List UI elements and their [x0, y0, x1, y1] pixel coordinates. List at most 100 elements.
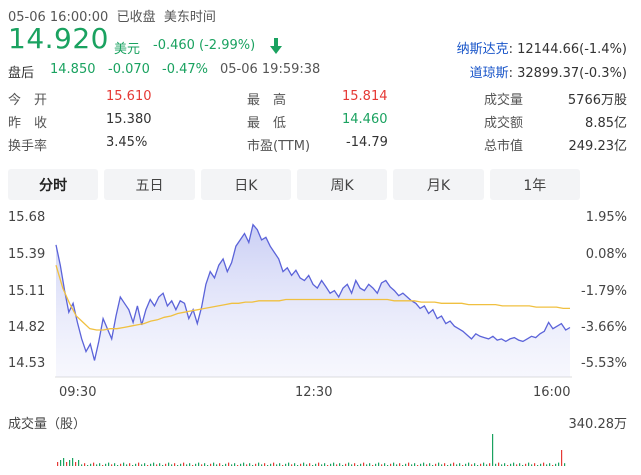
amount-value: 8.85亿 [585, 116, 627, 131]
volume-bar [333, 462, 335, 466]
volume-bar [285, 463, 287, 466]
price-line [55, 223, 571, 361]
volume-bar [429, 463, 431, 466]
volume-bar [162, 465, 164, 466]
volume-bar [141, 464, 143, 466]
volume-bar [471, 464, 473, 466]
volume-bar [171, 464, 173, 466]
after-hours-time: 05-06 19:59:38 [220, 62, 321, 77]
volume-bar [468, 462, 470, 466]
volume-bar [456, 464, 458, 466]
volume-bar [489, 463, 491, 466]
volume-bar [312, 465, 314, 466]
volume-bar [108, 462, 110, 466]
index-nasdaq[interactable]: 纳斯达克: 12144.66(-1.4%) [456, 42, 627, 57]
volume-bar [303, 462, 305, 466]
average-price-line [55, 265, 570, 331]
volume-bar [423, 462, 425, 466]
volume-bar [63, 458, 65, 466]
volume-bar [390, 463, 392, 466]
price-change: -0.460 (-2.99%) [153, 38, 256, 53]
volume-bar [87, 465, 89, 466]
volume-bar [393, 462, 395, 466]
volume-bar [156, 464, 158, 466]
volume-bar [534, 463, 536, 466]
volume-bar [450, 463, 452, 466]
volume-bar [480, 463, 482, 466]
volume-bar [78, 460, 80, 466]
volume-bar [378, 462, 380, 466]
volume-bar [84, 463, 86, 466]
volume-value: 5766万股 [567, 93, 627, 108]
volume-bar [309, 463, 311, 466]
volume-bar [351, 464, 353, 466]
currency-label: 美元 [114, 42, 141, 57]
pe-value: -14.79 [346, 135, 388, 150]
volume-bar [243, 462, 245, 466]
volume-bar [234, 463, 236, 466]
volume-bar [177, 465, 179, 466]
volume-bar [402, 465, 404, 466]
volume-bar [561, 450, 563, 466]
volume-bar [201, 464, 203, 466]
volume-bar [114, 463, 116, 466]
index-dow[interactable]: 道琼斯: 32899.37(-0.3%) [469, 66, 627, 81]
volume-bar [258, 462, 260, 466]
volume-bar [228, 462, 230, 466]
low-label: 最 低 [247, 116, 287, 131]
volume-bar [546, 464, 548, 466]
y-tick-pct-4: -5.53% [581, 356, 627, 371]
y-tick-pct-2: -1.79% [581, 284, 627, 299]
volume-bar [354, 463, 356, 466]
volume-bar [531, 464, 533, 466]
volume-bar [138, 462, 140, 466]
y-tick-pct-0: 1.95% [585, 210, 627, 225]
volume-bar [348, 462, 350, 466]
volume-bar [72, 458, 74, 466]
index-dow-name[interactable]: 道琼斯 [469, 66, 509, 81]
volume-bar [270, 463, 272, 466]
volume-bar [495, 463, 497, 466]
volume-bar [552, 465, 554, 466]
volume-bar [447, 465, 449, 466]
tab-monthly-k[interactable]: 月K [393, 169, 484, 200]
volume-bar [57, 462, 59, 466]
volume-bar [537, 465, 539, 466]
volume-bar [417, 465, 419, 466]
volume-bar [195, 463, 197, 466]
volume-bar [543, 462, 545, 466]
volume-bar [240, 463, 242, 466]
volume-bar [297, 465, 299, 466]
volume-bar [225, 463, 227, 466]
volume-bar [381, 464, 383, 466]
volume-bar [198, 462, 200, 466]
volume-bar [81, 464, 83, 466]
volume-bar [306, 464, 308, 466]
down-arrow-icon [268, 37, 284, 59]
volume-bar [264, 463, 266, 466]
volume-bar [207, 465, 209, 466]
volume-bar [540, 463, 542, 466]
amount-label: 成交额 [484, 116, 524, 131]
volume-bar [420, 463, 422, 466]
after-hours-change: -0.070 [108, 62, 150, 77]
volume-label: 成交量 [484, 93, 524, 108]
volume-bar [399, 463, 401, 466]
tab-one-year[interactable]: 1年 [489, 169, 580, 200]
index-nasdaq-name[interactable]: 纳斯达克 [456, 42, 509, 57]
volume-bar [372, 465, 374, 466]
volume-bar [441, 464, 443, 466]
volume-bar [123, 462, 125, 466]
tab-weekly-k[interactable]: 周K [296, 169, 388, 200]
volume-bar [120, 463, 122, 466]
volume-bar [486, 464, 488, 466]
volume-bar [360, 463, 362, 466]
tab-five-day[interactable]: 五日 [104, 169, 195, 200]
volume-bar [159, 463, 161, 466]
x-tick-0: 09:30 [59, 385, 97, 400]
tab-daily-k[interactable]: 日K [200, 169, 291, 200]
volume-bar [180, 463, 182, 466]
tab-intraday[interactable]: 分时 [8, 169, 99, 200]
volume-bar [255, 463, 257, 466]
